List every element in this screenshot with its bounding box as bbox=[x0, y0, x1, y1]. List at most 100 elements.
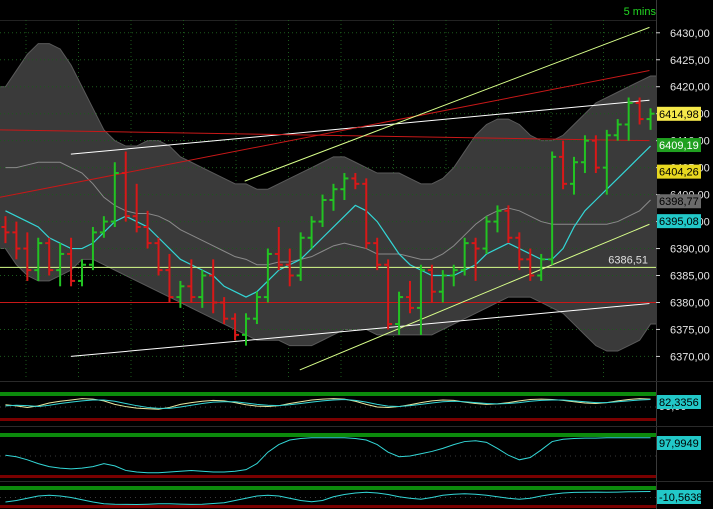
oscillator-value-tag-box bbox=[657, 395, 701, 409]
ohlc-bar bbox=[646, 108, 655, 130]
ohlc-bar bbox=[78, 259, 86, 287]
ohlc-bar bbox=[176, 280, 185, 308]
ohlc-bar bbox=[252, 291, 261, 325]
y-axis-tick-label: 6380,00 bbox=[670, 297, 710, 309]
ohlc-bar bbox=[187, 259, 196, 303]
price-panel: 6386,516430,006425,006420,006415,006410,… bbox=[0, 20, 710, 378]
y-axis-tick-label: 6385,00 bbox=[670, 271, 710, 283]
price-tag-box bbox=[657, 138, 701, 153]
trendline bbox=[70, 303, 650, 357]
oscillator-series-line bbox=[5, 398, 651, 410]
price-tag-box bbox=[657, 214, 701, 229]
oscillator-panel-2: 97,9949 bbox=[0, 433, 701, 478]
ohlc-bar bbox=[307, 216, 316, 249]
ohlc-bar bbox=[143, 210, 152, 249]
ohlc-bar bbox=[395, 291, 404, 335]
ohlc-bar bbox=[537, 253, 546, 281]
ohlc-bar bbox=[99, 216, 108, 238]
level-label: 6386,51 bbox=[608, 254, 648, 266]
ohlc-bar bbox=[329, 183, 338, 211]
ohlc-bar bbox=[602, 129, 611, 195]
ohlc-bar bbox=[23, 232, 32, 281]
price-tag-box bbox=[657, 194, 701, 209]
ohlc-bar bbox=[220, 297, 229, 325]
oscillator-panel-3: -10,5638 bbox=[0, 486, 702, 508]
ohlc-bar bbox=[110, 162, 119, 227]
y-axis-tick-label: 6430,00 bbox=[670, 28, 710, 40]
ohlc-bar bbox=[12, 221, 21, 260]
oscillator-series-line bbox=[5, 491, 651, 506]
ohlc-bar bbox=[580, 135, 589, 174]
ohlc-bar bbox=[132, 183, 141, 233]
ohlc-bar bbox=[209, 259, 218, 314]
ohlc-bar bbox=[526, 248, 535, 281]
y-axis-tick-label: 6390,00 bbox=[670, 244, 710, 256]
ohlc-bar bbox=[121, 151, 130, 222]
ohlc-bar bbox=[242, 313, 250, 346]
y-axis-tick-label: 6375,00 bbox=[670, 324, 710, 336]
ohlc-bar bbox=[591, 135, 600, 174]
band-middle-line bbox=[5, 161, 651, 266]
ohlc-bar bbox=[471, 237, 480, 281]
trendline bbox=[0, 129, 650, 142]
y-axis-tick-label: 6370,00 bbox=[670, 351, 710, 363]
oversold-zone bbox=[0, 475, 656, 478]
overbought-zone bbox=[0, 486, 656, 490]
ohlc-bar bbox=[482, 216, 491, 254]
ohlc-bar bbox=[165, 253, 174, 303]
ohlc-bar bbox=[613, 119, 622, 141]
y-axis-tick-label: 6420,00 bbox=[670, 82, 710, 94]
trendline bbox=[299, 223, 650, 371]
overbought-zone bbox=[0, 433, 656, 437]
price-tag-box bbox=[657, 106, 701, 121]
overbought-zone bbox=[0, 392, 656, 396]
ohlc-bar bbox=[231, 313, 240, 341]
price-tag-label: 6404,26 bbox=[659, 167, 699, 179]
price-tag-label: 6414,98 bbox=[659, 109, 699, 121]
ohlc-bar bbox=[570, 156, 578, 195]
ohlc-bar bbox=[274, 226, 283, 271]
ohlc-bar bbox=[624, 97, 633, 141]
ohlc-bar bbox=[384, 259, 393, 330]
oscillator-value-tag-box bbox=[657, 436, 701, 450]
trendline bbox=[244, 26, 650, 182]
ohlc-bar bbox=[635, 97, 644, 125]
ohlc-bar bbox=[351, 173, 360, 190]
oversold-zone bbox=[0, 505, 656, 508]
ohlc-bar bbox=[373, 237, 382, 271]
y-axis-tick-label: 6425,00 bbox=[670, 55, 710, 67]
ohlc-bar bbox=[416, 264, 425, 335]
price-tag-label: 6409,19 bbox=[659, 140, 699, 152]
price-tag-label: 6398,77 bbox=[659, 196, 699, 208]
price-tag-box bbox=[657, 164, 701, 179]
oscillator-series-line bbox=[5, 437, 651, 474]
ohlc-bar bbox=[559, 140, 568, 190]
ohlc-bar bbox=[263, 248, 272, 303]
ohlc-bar bbox=[88, 226, 97, 271]
ohlc-bar bbox=[34, 237, 43, 281]
price-tag-label: 6395,08 bbox=[659, 216, 699, 228]
ohlc-bar bbox=[154, 237, 163, 276]
timeframe-label: 5 mins bbox=[623, 6, 656, 18]
ohlc-bar bbox=[198, 270, 207, 308]
ohlc-bar bbox=[515, 232, 524, 271]
ohlc-bar bbox=[285, 248, 294, 287]
ohlc-bar bbox=[548, 151, 557, 265]
ohlc-bar bbox=[318, 194, 327, 227]
trendline bbox=[0, 70, 650, 198]
ohlc-bar bbox=[460, 237, 469, 276]
ohlc-bar bbox=[427, 264, 436, 303]
ohlc-bar bbox=[45, 237, 54, 276]
ohlc-bar bbox=[340, 173, 349, 200]
oscillator-value-tag-box bbox=[657, 490, 701, 504]
ohlc-bar bbox=[493, 205, 502, 233]
oscillator-value-tag: 97,9949 bbox=[659, 438, 699, 450]
ohlc-bar bbox=[362, 178, 371, 249]
bollinger-band-fill bbox=[0, 43, 656, 352]
ohlc-bar bbox=[449, 264, 458, 287]
price-axis-area bbox=[656, 0, 713, 509]
ohlc-bar bbox=[67, 237, 76, 287]
oversold-zone bbox=[0, 418, 656, 421]
oscillator-panel-1: 90,0082,3356 bbox=[0, 392, 701, 421]
